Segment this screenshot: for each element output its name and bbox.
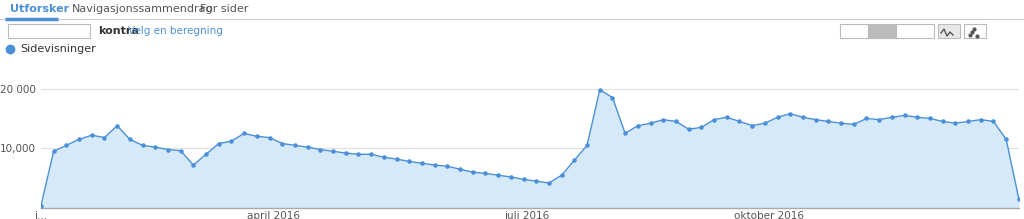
Point [1011,197,1024,201]
Point [134,144,151,147]
Point [808,118,824,121]
Point [160,148,176,151]
FancyBboxPatch shape [868,24,896,38]
Point [287,144,303,147]
Point [274,142,291,145]
Point [566,159,583,162]
Point [223,140,240,143]
Point [706,118,722,121]
Point [909,115,926,119]
Point [33,204,49,207]
Point [515,178,531,181]
Point [782,112,799,115]
Point [959,120,976,123]
Point [998,138,1015,141]
Point [820,120,837,123]
Point [503,175,519,179]
FancyBboxPatch shape [8,24,90,38]
Point [122,138,138,141]
Point [731,120,748,123]
Text: Navigasjonssammendrag: Navigasjonssammendrag [72,4,214,14]
Point [236,132,252,135]
Point [985,120,1001,123]
Point [935,120,951,123]
Point [439,164,456,168]
Point [350,153,367,156]
Point [96,136,113,139]
Point [71,138,87,141]
FancyBboxPatch shape [896,24,934,38]
Text: Uke: Uke [872,26,891,36]
Text: Måned: Måned [899,26,932,36]
Point [693,126,710,129]
Point [489,173,506,177]
Point [896,114,912,117]
Point [109,124,125,127]
Point [922,117,938,120]
Point [833,122,849,125]
Point [388,157,404,161]
Text: ▼: ▼ [80,28,85,34]
Text: Velg en beregning: Velg en beregning [128,26,223,36]
Point [744,124,761,127]
Point [668,120,684,123]
Text: Sidevisninger: Sidevisninger [20,44,96,54]
Point [528,179,545,183]
Point [376,155,392,159]
Point [871,118,888,121]
Point [198,153,214,156]
Point [973,118,989,121]
Point [592,88,608,92]
Point [401,160,418,163]
Point [655,118,672,121]
Point [84,133,100,137]
Point [795,115,811,119]
Point [947,122,964,125]
Point [884,115,900,119]
Point [604,96,621,99]
Point [477,172,494,175]
FancyBboxPatch shape [964,24,986,38]
Point [846,123,862,126]
Point [757,122,773,125]
Text: Dag: Dag [844,26,864,36]
Point [325,150,341,153]
Text: For sider: For sider [200,4,249,14]
Point [261,136,278,139]
Text: kontra: kontra [98,26,139,36]
Point [45,150,61,153]
Point [414,161,430,165]
Point [452,168,468,171]
Point [719,115,735,119]
Point [147,145,164,149]
Point [426,163,442,167]
Point [299,145,315,149]
Point [338,151,354,155]
Point [172,149,188,152]
Text: Sidevisninger: Sidevisninger [13,26,79,36]
Point [541,181,557,185]
Point [858,117,874,120]
FancyBboxPatch shape [938,24,961,38]
Point [362,153,379,156]
Point [769,115,785,119]
Point [642,122,658,125]
Point [630,124,646,127]
Text: Utforsker: Utforsker [10,4,70,14]
Point [58,144,75,147]
Point [579,144,595,147]
Point [211,142,227,145]
Point [249,135,265,138]
FancyBboxPatch shape [840,24,868,38]
Point [312,148,329,151]
Point [554,173,570,177]
Point [681,127,697,131]
Point [465,170,481,174]
Point [185,163,202,167]
Point [617,132,634,135]
